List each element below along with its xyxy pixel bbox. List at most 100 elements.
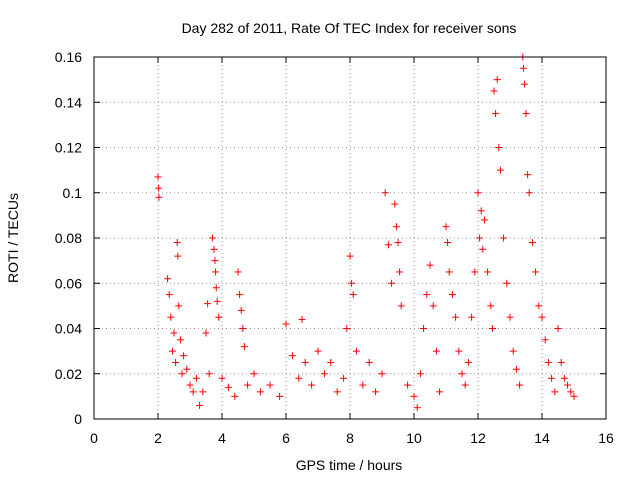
y-tick-label: 0.1 xyxy=(63,185,83,201)
data-point xyxy=(479,245,487,253)
data-point xyxy=(404,381,412,389)
data-point xyxy=(512,365,520,373)
data-point xyxy=(244,381,252,389)
data-point xyxy=(359,381,367,389)
y-tick-label: 0.12 xyxy=(55,140,82,156)
x-tick-label: 6 xyxy=(282,430,290,446)
data-point xyxy=(234,268,242,276)
data-point xyxy=(524,171,532,179)
data-point xyxy=(458,370,466,378)
data-point xyxy=(509,347,517,355)
data-point xyxy=(174,252,182,260)
data-point xyxy=(381,189,389,197)
data-point xyxy=(445,268,453,276)
x-tick-label: 8 xyxy=(346,430,354,446)
data-point xyxy=(429,302,437,310)
data-point xyxy=(348,279,356,287)
data-point xyxy=(288,352,296,360)
data-point xyxy=(532,268,540,276)
data-point xyxy=(448,291,456,299)
data-point xyxy=(218,374,226,382)
data-point xyxy=(314,347,322,355)
data-point xyxy=(199,388,207,396)
data-point xyxy=(554,325,562,332)
x-axis-label: GPS time / hours xyxy=(296,457,403,473)
data-point xyxy=(557,358,565,366)
data-point xyxy=(392,223,400,231)
data-point xyxy=(320,370,328,378)
data-point xyxy=(327,358,335,366)
data-point xyxy=(436,388,444,396)
y-tick-label: 0 xyxy=(74,411,82,427)
data-point xyxy=(266,381,274,389)
data-point xyxy=(461,381,469,389)
data-point xyxy=(298,315,306,323)
x-tick-label: 12 xyxy=(470,430,486,446)
data-point xyxy=(564,381,572,389)
data-point xyxy=(391,200,399,208)
data-point xyxy=(196,401,204,409)
data-point xyxy=(541,336,549,344)
data-point xyxy=(516,381,524,389)
grid xyxy=(94,57,606,419)
data-point xyxy=(231,392,239,400)
data-point xyxy=(237,306,245,314)
data-point xyxy=(388,279,396,287)
data-point xyxy=(495,144,503,151)
data-point xyxy=(224,383,232,391)
y-tick-label: 0.08 xyxy=(55,230,82,246)
data-point xyxy=(236,291,244,299)
data-point xyxy=(506,313,514,321)
data-point xyxy=(176,336,184,344)
data-point xyxy=(503,279,511,287)
data-point xyxy=(488,325,496,332)
axis-ticks: 0 2 4 6 8 10 12 14 16 0 0.02 0.04 0.06 0.08 0.1 0.12 0.1… xyxy=(55,49,614,446)
data-point xyxy=(519,64,527,72)
data-point xyxy=(340,374,348,382)
data-point xyxy=(423,291,431,299)
data-point xyxy=(394,239,402,247)
data-point xyxy=(165,291,173,299)
chart-title: Day 282 of 2011, Rate Of TEC Index for r… xyxy=(182,20,517,36)
data-point xyxy=(455,347,463,355)
data-point xyxy=(396,268,404,276)
y-tick-label: 0.16 xyxy=(55,49,82,65)
data-point xyxy=(215,313,223,321)
data-point xyxy=(492,110,500,118)
data-point xyxy=(476,234,484,242)
data-point xyxy=(205,370,213,378)
data-point xyxy=(474,189,482,197)
data-point xyxy=(471,268,479,276)
data-point xyxy=(282,320,290,328)
data-point xyxy=(420,325,428,332)
data-point xyxy=(212,284,220,292)
data-point xyxy=(444,239,452,247)
data-point xyxy=(464,358,472,366)
data-point xyxy=(372,388,380,396)
data-point xyxy=(500,234,508,242)
data-point xyxy=(172,358,180,366)
data-point xyxy=(365,358,373,366)
data-point xyxy=(213,297,221,305)
data-point xyxy=(240,343,248,351)
data-point xyxy=(544,358,552,366)
x-tick-label: 14 xyxy=(534,430,550,446)
data-point xyxy=(378,370,386,378)
data-point xyxy=(349,291,357,299)
data-point xyxy=(183,365,191,373)
data-point xyxy=(256,388,264,396)
data-point xyxy=(189,388,197,396)
data-point xyxy=(211,257,219,265)
x-tick-label: 4 xyxy=(218,430,226,446)
data-point xyxy=(168,347,176,355)
data-point xyxy=(384,241,392,249)
data-point xyxy=(352,347,360,355)
data-points xyxy=(154,53,578,412)
data-point xyxy=(180,352,188,360)
data-point xyxy=(202,329,210,337)
data-point xyxy=(416,370,424,378)
y-axis-label: ROTI / TECUs xyxy=(5,193,21,283)
x-tick-label: 0 xyxy=(90,430,98,446)
data-point xyxy=(520,80,528,88)
